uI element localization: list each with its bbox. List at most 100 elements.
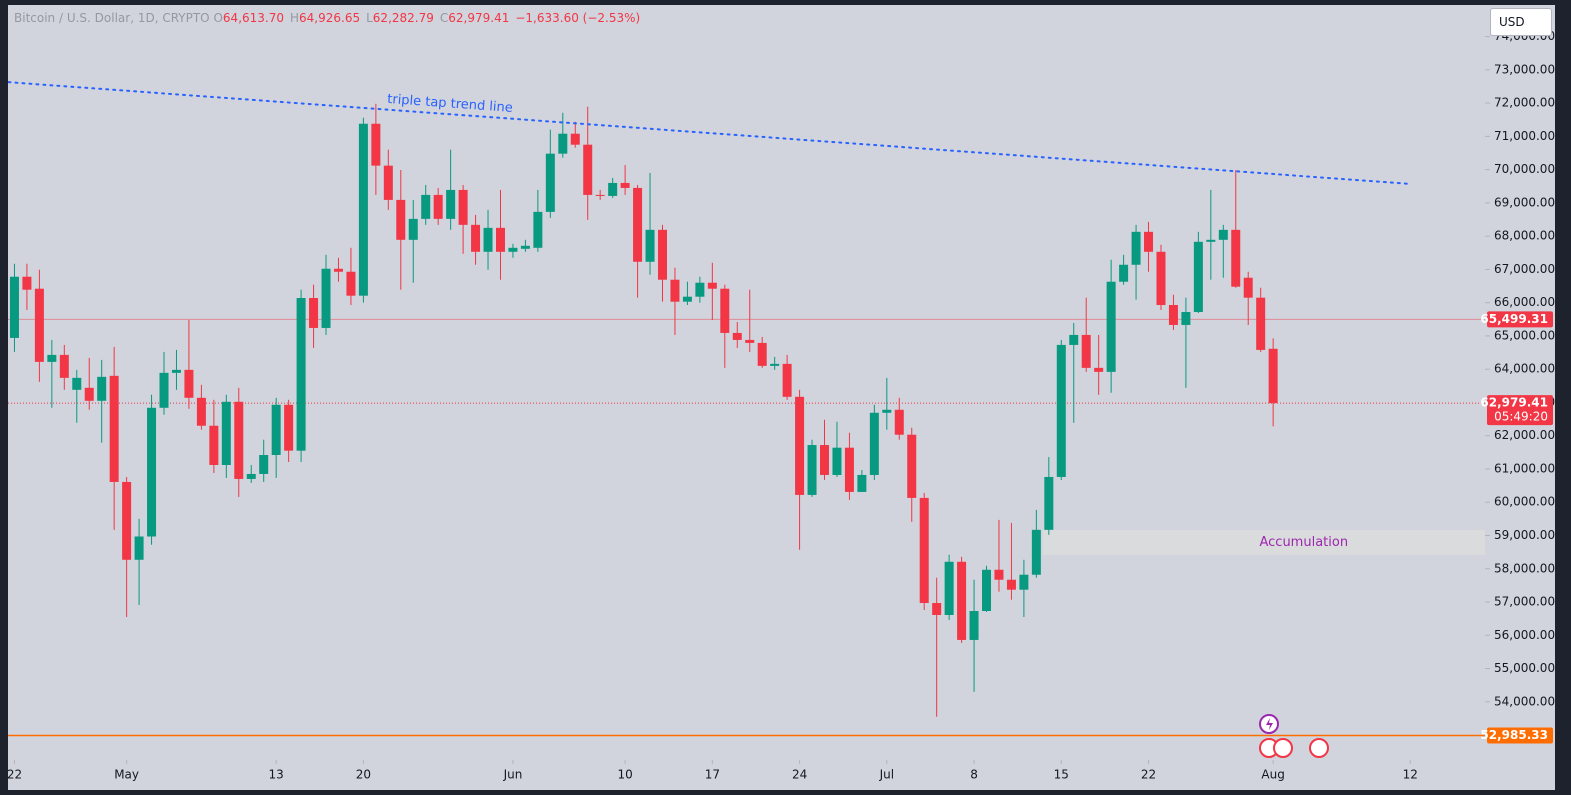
x-tick-label: May <box>114 768 139 782</box>
candle-body <box>72 377 82 390</box>
event-icon[interactable] <box>1309 738 1329 758</box>
candle-body <box>1256 297 1266 350</box>
candle-body <box>358 123 368 296</box>
candle-body <box>246 473 256 479</box>
x-tick-label: 10 <box>617 768 632 782</box>
candle-body <box>259 455 269 474</box>
candle-body <box>595 194 605 196</box>
candle-body <box>533 211 543 248</box>
y-tick-label: 56,000.00 <box>1494 628 1555 642</box>
countdown: 05:49:20 <box>1494 410 1548 424</box>
candle-body <box>1268 348 1278 404</box>
candle-body <box>321 268 331 328</box>
candle-body <box>1006 579 1016 590</box>
event-icon[interactable] <box>1273 738 1293 758</box>
candle-body <box>433 194 443 219</box>
candle-body <box>171 369 181 373</box>
price-tag <box>1487 727 1553 744</box>
candle-body <box>570 133 580 145</box>
candle-body <box>670 279 680 302</box>
trend-line <box>8 81 1412 185</box>
candle-body <box>495 227 505 252</box>
ohlc-name: C <box>439 11 449 25</box>
candle-body <box>134 536 144 560</box>
candle-body <box>583 144 593 195</box>
candle-body <box>122 481 132 560</box>
legend-header: Bitcoin / U.S. Dollar, 1D, CRYPTO O64,61… <box>14 11 646 25</box>
candle-body <box>1031 529 1041 575</box>
candle-body <box>732 332 742 340</box>
candle-body <box>770 363 780 366</box>
candle-body <box>757 342 767 366</box>
x-tick-label: 15 <box>1054 768 1069 782</box>
ohlc-name: O <box>213 11 223 25</box>
lightning-icon <box>1266 718 1273 730</box>
y-tick-label: 71,000.00 <box>1494 129 1555 143</box>
y-tick-label: 70,000.00 <box>1494 162 1555 176</box>
candle-body <box>333 268 343 272</box>
y-tick-label: 69,000.00 <box>1494 195 1555 209</box>
candle-body <box>844 447 854 492</box>
symbol: Bitcoin / U.S. Dollar, 1D, CRYPTO <box>14 11 210 25</box>
candle-body <box>483 227 493 252</box>
candle-body <box>1094 367 1104 372</box>
ohlc-value: 64,926.65 <box>299 11 361 25</box>
candle-body <box>458 189 468 225</box>
candle-body <box>608 182 618 196</box>
candle-body <box>620 182 630 188</box>
x-tick-label: 12 <box>1403 768 1418 782</box>
ohlc-name: H <box>290 11 300 25</box>
x-tick-label: 22 <box>7 768 22 782</box>
candle-body <box>296 298 306 451</box>
y-tick-label: 55,000.00 <box>1494 661 1555 675</box>
candle-body <box>471 224 481 252</box>
candle-body <box>421 194 431 219</box>
candle-body <box>1231 229 1241 287</box>
ohlc-value: 64,613.70 <box>222 11 284 25</box>
change: −1,633.60 (−2.53%) <box>515 11 641 25</box>
candle-body <box>446 189 456 219</box>
candle-body <box>558 133 568 154</box>
candle-body <box>545 153 555 212</box>
candle-body <box>682 296 692 302</box>
y-tick-label: 61,000.00 <box>1494 461 1555 475</box>
candle-body <box>147 407 157 537</box>
candle-body <box>969 610 979 640</box>
y-tick-label: 68,000.00 <box>1494 229 1555 243</box>
chart-background <box>8 5 1555 790</box>
event-icons <box>1259 714 1329 758</box>
ohlc-name: L <box>366 11 373 25</box>
price-tag <box>1487 395 1553 426</box>
candle-body <box>907 434 917 498</box>
candle-body <box>1019 574 1029 590</box>
candle-body <box>209 425 219 465</box>
candle-body <box>919 497 929 604</box>
candle-body <box>34 288 44 362</box>
candle-body <box>1144 231 1154 252</box>
y-tick-label: 58,000.00 <box>1494 561 1555 575</box>
candle-body <box>745 339 755 343</box>
candle-body <box>695 282 705 297</box>
y-tick-label: 62,000.00 <box>1494 428 1555 442</box>
candle-body <box>520 245 530 249</box>
candle-body <box>944 561 954 615</box>
candle-body <box>882 409 892 413</box>
y-tick-label: 64,000.00 <box>1494 362 1555 376</box>
x-tick-label: 22 <box>1141 768 1156 782</box>
candle-body <box>1131 231 1141 265</box>
candle-body <box>633 187 643 262</box>
candle-body <box>1106 281 1116 372</box>
candle-body <box>508 247 518 252</box>
candle-body <box>196 397 206 426</box>
x-tick-label: 17 <box>705 768 720 782</box>
candle-body <box>782 363 792 397</box>
y-tick-label: 67,000.00 <box>1494 262 1555 276</box>
candle-body <box>982 569 992 611</box>
candle-body <box>1206 239 1216 242</box>
y-tick-label: 72,000.00 <box>1494 96 1555 110</box>
currency-button[interactable]: USD <box>1490 8 1552 36</box>
y-tick-label: 73,000.00 <box>1494 62 1555 76</box>
